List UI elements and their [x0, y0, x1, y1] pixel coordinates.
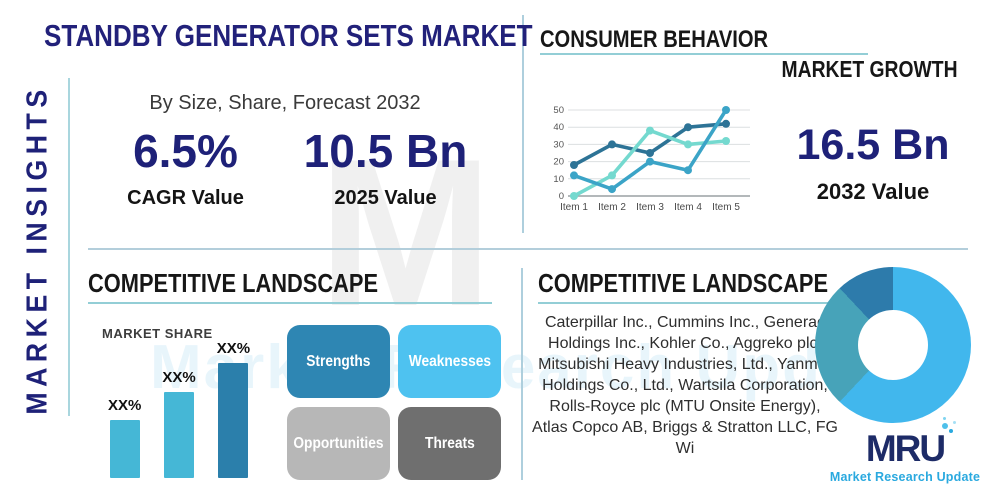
logo-sparkle-icon	[949, 429, 954, 433]
swot-card-label: Opportunities	[293, 434, 384, 452]
value-2025: 10.5 Bn	[303, 125, 468, 177]
logo-tagline: Market Research Update	[829, 470, 981, 484]
market-insights-rail-label: MARKET INSIGHTS	[21, 84, 54, 415]
x-tick-label: Item 4	[674, 202, 702, 213]
stat-cagr: 6.5% CAGR Value	[88, 128, 283, 210]
page-title-text: STANDBY GENERATOR SETS MARKET	[44, 18, 533, 53]
value-2032: 16.5 Bn	[796, 121, 950, 169]
swot-card-weaknesses: Weaknesses	[398, 325, 501, 398]
y-tick-label: 10	[553, 174, 564, 185]
market-share-bar	[109, 420, 140, 478]
bar-column: XX%	[162, 369, 196, 478]
horizontal-divider	[88, 248, 968, 250]
consumer-behavior-text: CONSUMER BEHAVIOR	[540, 26, 769, 53]
company-list: Caterpillar Inc., Cummins Inc., Generac …	[532, 314, 838, 457]
label-2032: 2032 Value	[816, 179, 930, 204]
cagr-label: CAGR Value	[127, 187, 244, 209]
swot-card-label: Threats	[424, 434, 475, 452]
mru-logo: MRU Market Research Update	[820, 417, 990, 484]
market-growth-text: MARKET GROWTH	[781, 56, 958, 82]
logo-sparkle-icon	[942, 423, 949, 429]
company-share-donut-chart	[815, 267, 971, 423]
data-point-dark-blue	[646, 149, 654, 157]
data-point-dark-blue	[684, 123, 692, 132]
y-tick-label: 0	[559, 191, 564, 202]
stat-2032-value: 16.5 Bn 2032 Value	[788, 124, 958, 205]
competitive-landscape-right-underline	[538, 302, 868, 304]
label-2025: 2025 Value	[334, 187, 437, 209]
logo-sparkle-icon	[943, 417, 947, 420]
swot-card-opportunities: Opportunities	[287, 407, 390, 480]
watermark-text: Market Research Update	[150, 333, 918, 402]
bar-value-label: XX%	[216, 340, 251, 357]
data-point-dark-blue	[608, 140, 616, 149]
y-tick-label: 30	[553, 139, 564, 150]
cagr-value: 6.5%	[133, 125, 238, 177]
data-point-dark-blue	[570, 161, 578, 169]
data-point-medium-cyan	[722, 106, 730, 114]
bar-value-label: XX%	[162, 369, 196, 386]
y-tick-label: 40	[553, 122, 564, 133]
data-point-light-turquoise	[608, 171, 616, 180]
consumer-behavior-underline	[540, 53, 868, 55]
competitive-landscape-right-heading: COMPETITIVE LANDSCAPE	[538, 268, 883, 299]
mru-monogram-text: MRU	[865, 428, 946, 469]
swot-card-label: Weaknesses	[408, 352, 491, 370]
market-share-label: MARKET SHARE	[102, 326, 213, 341]
bar-column: XX%	[217, 340, 250, 478]
report-subtitle: By Size, Share, Forecast 2032	[149, 92, 421, 114]
vertical-divider-top	[522, 15, 524, 233]
x-tick-label: Item 2	[598, 202, 626, 213]
swot-card-strengths: Strengths	[287, 325, 390, 398]
market-share-bar	[218, 363, 249, 478]
swot-grid: Strengths Weaknesses Opportunities Threats	[287, 325, 501, 480]
data-point-light-turquoise	[722, 137, 730, 145]
page-title: STANDBY GENERATOR SETS MARKET	[44, 18, 626, 54]
swot-card-label: Strengths	[306, 352, 371, 370]
logo-sparkle-icon	[953, 421, 957, 424]
data-point-medium-cyan	[646, 157, 654, 166]
market-growth-line-chart: 0 10 20 30 40 50 Item 1 Item 2 Item 3 Item 4 Item …	[553, 105, 750, 213]
market-growth-heading: MARKET GROWTH	[748, 56, 958, 83]
y-tick-label: 50	[553, 105, 564, 116]
donut-hole	[858, 310, 928, 380]
data-point-medium-cyan	[684, 166, 692, 175]
competitive-landscape-left-heading: COMPETITIVE LANDSCAPE	[88, 268, 433, 299]
competitive-landscape-left-underline	[88, 302, 492, 304]
consumer-behavior-heading: CONSUMER BEHAVIOR	[540, 26, 812, 54]
competitive-landscape-left-text: COMPETITIVE LANDSCAPE	[88, 268, 379, 298]
bar-value-label: XX%	[108, 397, 142, 414]
competitive-landscape-right-text: COMPETITIVE LANDSCAPE	[538, 268, 829, 298]
y-tick-label: 20	[553, 157, 564, 168]
mru-monogram: MRU	[865, 417, 957, 469]
x-tick-label: Item 1	[560, 202, 588, 213]
data-point-light-turquoise	[570, 192, 578, 200]
data-point-medium-cyan	[608, 185, 616, 194]
data-point-light-turquoise	[646, 126, 654, 135]
data-point-medium-cyan	[570, 171, 578, 180]
x-tick-label: Item 3	[636, 202, 664, 213]
market-share-bar	[164, 392, 195, 478]
data-point-light-turquoise	[684, 140, 692, 149]
data-point-dark-blue	[722, 119, 730, 128]
swot-card-threats: Threats	[398, 407, 501, 480]
stat-2025-value: 10.5 Bn 2025 Value	[288, 128, 483, 210]
rail-divider-line	[68, 78, 70, 416]
vertical-divider-bottom	[521, 268, 523, 480]
bar-column: XX%	[108, 397, 141, 478]
market-share-bar-chart: XX% XX% XX%	[108, 340, 250, 478]
x-tick-label: Item 5	[712, 202, 740, 213]
